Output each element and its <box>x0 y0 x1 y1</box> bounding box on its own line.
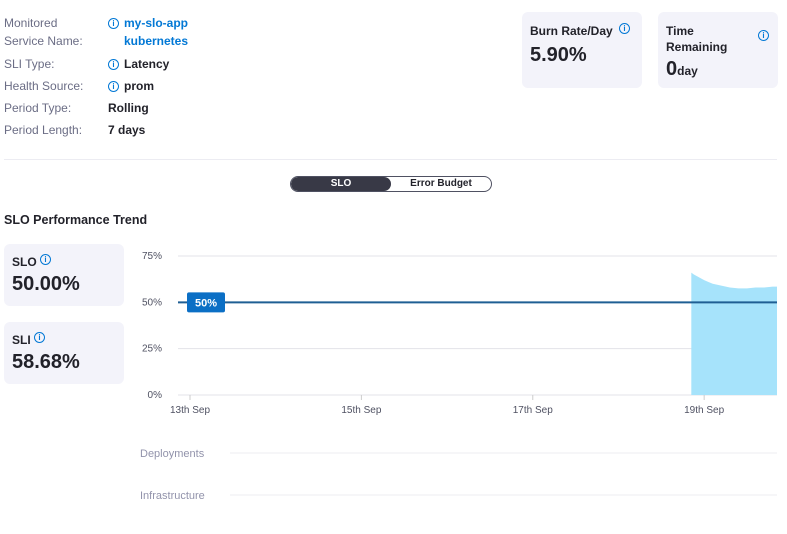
area <box>691 272 777 395</box>
info-icon[interactable]: i <box>108 18 119 29</box>
detail-value: kubernetes <box>124 34 189 48</box>
y-tick-label: 0% <box>148 390 163 401</box>
slo-value: 50.00% <box>12 273 80 295</box>
burn-rate-label: Burn Rate/Day <box>530 24 613 38</box>
info-icon[interactable]: i <box>619 23 630 34</box>
time-remaining-card: Time Remaining i 0day <box>658 12 778 88</box>
info-icon[interactable]: i <box>40 254 51 265</box>
detail-label: Health Source: <box>4 79 84 93</box>
y-tick-label: 50% <box>142 297 162 308</box>
toggle: SLO Error Budget <box>290 176 492 192</box>
x-tick-label: 19th Sep <box>684 405 724 416</box>
detail-label: Monitored Service Name: <box>4 16 83 48</box>
time-remaining-number: 0 <box>666 58 678 80</box>
detail-value: Latency <box>124 57 170 71</box>
x-tick-label: 17th Sep <box>513 405 553 416</box>
detail-value: 7 days <box>108 123 146 137</box>
lane-label: Deployments <box>140 448 205 460</box>
x-tick-label: 13th Sep <box>170 405 210 416</box>
info-icon[interactable]: i <box>34 332 45 343</box>
info-icon[interactable]: i <box>758 30 769 41</box>
detail-value: Rolling <box>108 101 149 115</box>
info-icon[interactable]: i <box>108 81 119 92</box>
y-tick-label: 25% <box>142 344 162 355</box>
time-remaining-label: Time Remaining <box>666 24 728 54</box>
x-tick-label: 15th Sep <box>341 405 381 416</box>
detail-label: SLI Type: <box>4 57 55 71</box>
divider <box>4 159 777 160</box>
threshold-label: 50% <box>195 297 217 309</box>
detail-label: Period Type: <box>4 101 72 115</box>
burn-rate-card: Burn Rate/Day i 5.90% <box>522 12 642 88</box>
info-icon[interactable]: i <box>108 59 119 70</box>
sli-label: SLI <box>12 333 31 347</box>
toggle-option[interactable]: Error Budget <box>410 178 472 189</box>
sli-value: 58.68% <box>12 351 80 373</box>
y-tick-label: 75% <box>142 251 162 262</box>
section-title: SLO Performance Trend <box>4 213 148 227</box>
burn-rate-value: 5.90% <box>530 44 587 66</box>
toggle-option[interactable]: SLO <box>291 177 391 191</box>
threshold-badge <box>187 292 225 313</box>
slo-card: SLO i 50.00% <box>4 244 124 306</box>
time-remaining-unit: day <box>677 64 698 78</box>
detail-label: Period Length: <box>4 123 83 137</box>
slo-label: SLO <box>12 255 37 269</box>
lane-label: Infrastructure <box>140 490 205 502</box>
detail-value: prom <box>124 79 154 93</box>
time-remaining-value: 0day <box>666 58 698 81</box>
detail-value: my-slo-app <box>124 16 189 30</box>
sli-card: SLI i 58.68% <box>4 322 124 384</box>
